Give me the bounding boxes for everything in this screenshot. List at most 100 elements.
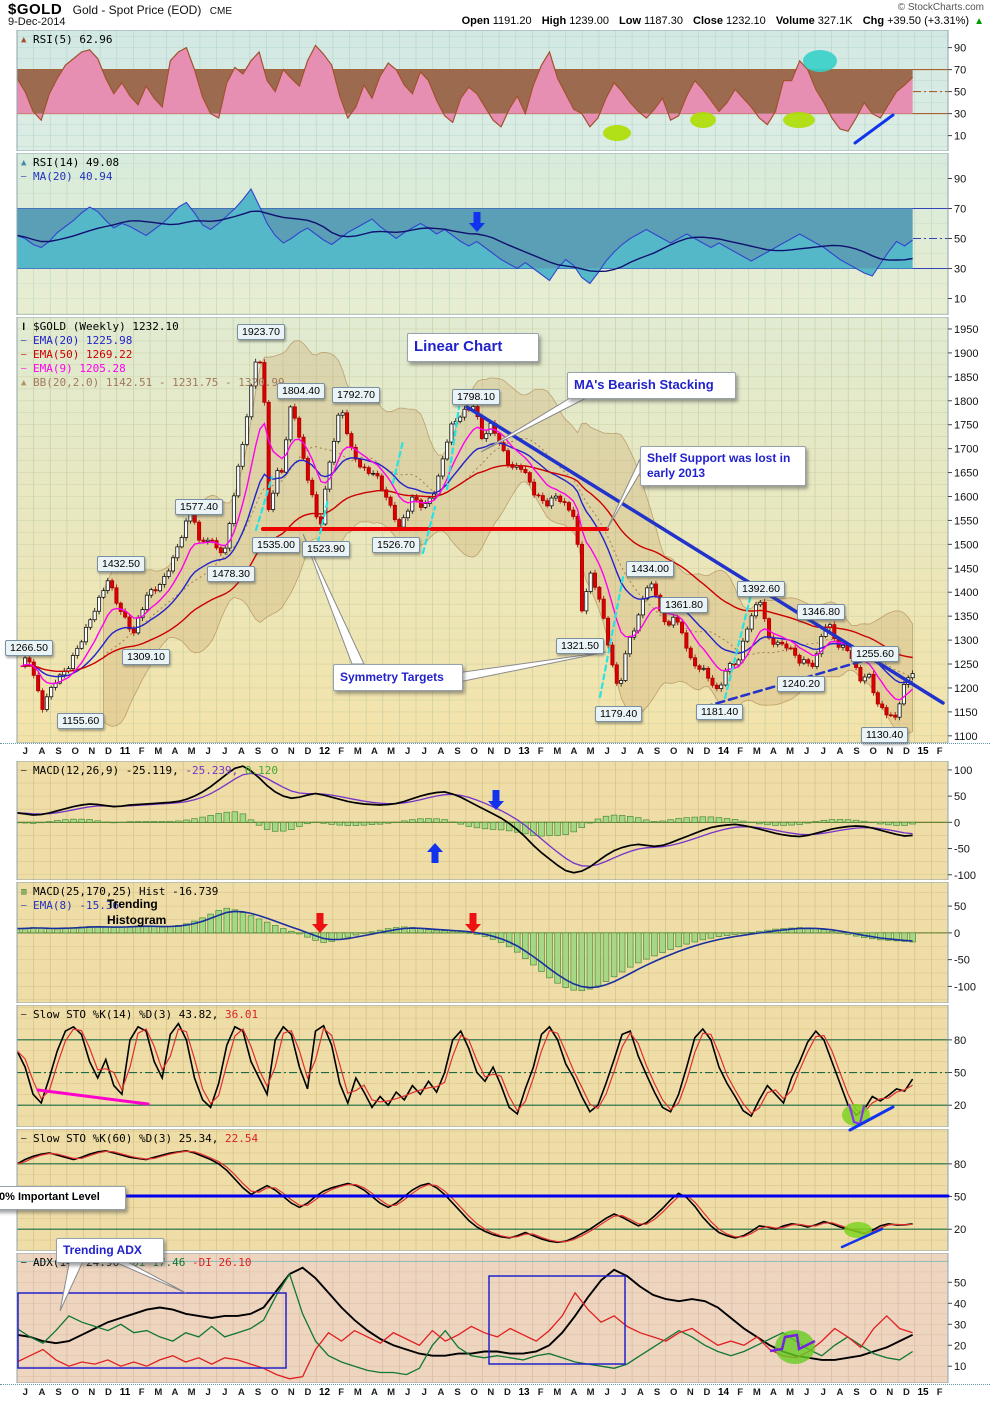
price-flag: 1535.00 <box>252 537 300 553</box>
month-label: M <box>752 1387 761 1398</box>
main-legend-line: — EMA(20) 1225.98 <box>21 334 285 348</box>
price-flag: 1309.10 <box>122 649 170 665</box>
legend-text: EMA(8) -15.36 <box>33 899 120 912</box>
month-label: M <box>353 746 362 757</box>
month-label: M <box>353 1387 362 1398</box>
svg-text:50: 50 <box>954 1192 966 1204</box>
month-label: M <box>752 746 761 757</box>
month-label: F <box>138 1387 145 1398</box>
month-label: J <box>22 1387 28 1398</box>
month-label: M <box>154 746 163 757</box>
price-flag: 1577.40 <box>175 499 223 515</box>
legend-text: EMA(50) 1269.22 <box>33 348 133 361</box>
svg-text:1900: 1900 <box>954 348 978 360</box>
svg-text:70: 70 <box>954 65 966 77</box>
month-label: O <box>71 1387 79 1398</box>
price-flag: 1434.00 <box>626 561 674 577</box>
month-label: N <box>886 1387 894 1398</box>
month-label: J <box>421 1387 427 1398</box>
price-flag: 1526.70 <box>372 537 420 553</box>
month-label: J <box>604 746 610 757</box>
month-label: J <box>222 746 228 757</box>
main-legend-line: — EMA(50) 1269.22 <box>21 348 285 362</box>
line-icon: — <box>21 350 27 360</box>
svg-text:10: 10 <box>954 131 966 143</box>
year-label: 11 <box>119 746 131 757</box>
month-label: F <box>338 1387 345 1398</box>
month-label: J <box>405 746 411 757</box>
price-flag: 1432.50 <box>97 556 145 572</box>
month-label: N <box>487 746 495 757</box>
price-flag: 1130.40 <box>861 727 909 743</box>
svg-text:30: 30 <box>954 109 966 121</box>
svg-text:80: 80 <box>954 1035 966 1047</box>
low-value: 1187.30 <box>644 15 683 27</box>
month-label: A <box>437 1387 445 1398</box>
svg-text:30: 30 <box>954 264 966 276</box>
annotation-callout: Trending ADX <box>56 1238 164 1263</box>
annotation-callout: Shelf Support was lost in early 2013 <box>640 446 806 486</box>
year-label: 15 <box>917 746 929 757</box>
svg-text:50: 50 <box>954 87 966 99</box>
symbol-description: Gold - Spot Price (EOD) <box>72 3 202 17</box>
month-label: S <box>55 1387 62 1398</box>
macd-plot: 100 50 0 -50 -100 <box>16 761 976 880</box>
volume-label: Volume <box>775 15 815 27</box>
candlestick-icon: ❙ <box>21 322 27 332</box>
stockcharts-credit: © StockCharts.com <box>897 2 984 13</box>
month-label: O <box>669 746 678 757</box>
stochastic14-plot: 80 50 20 <box>16 1005 966 1127</box>
price-flag: 1155.60 <box>57 713 105 729</box>
year-label: 14 <box>718 746 730 757</box>
rsi14-legend: ▲ RSI(14) 49.08 — MA(20) 40.94 <box>21 156 119 184</box>
close-label: Close <box>693 15 723 27</box>
month-label: F <box>737 746 744 757</box>
chart-header: $GOLD Gold - Spot Price (EOD) CME © Stoc… <box>0 0 990 29</box>
main-legend-line: ▲ BB(20,2.0) 1142.51 - 1231.75 - 1320.99 <box>21 376 285 390</box>
month-label: M <box>187 1387 196 1398</box>
month-label: N <box>88 746 96 757</box>
month-label: M <box>786 746 795 757</box>
svg-text:-100: -100 <box>954 981 976 993</box>
svg-text:50: 50 <box>954 1277 966 1289</box>
svg-text:50: 50 <box>954 234 966 246</box>
svg-text:1650: 1650 <box>954 468 978 480</box>
rsi5-legend-line: ▲ RSI(5) 62.96 <box>21 33 112 47</box>
rsi14-panel: 90 70 50 30 10 ▲ RSI(14) 49.08 — MA(20) 40.94 <box>0 153 990 315</box>
price-flag: 1179.40 <box>595 706 643 722</box>
month-label: S <box>653 1387 661 1398</box>
month-label: N <box>287 746 295 757</box>
area-icon: ▲ <box>21 158 27 168</box>
month-label: A <box>637 1387 644 1398</box>
price-flag: 1478.30 <box>207 566 255 582</box>
legend-text: $GOLD (Weekly) 1232.10 <box>33 320 179 333</box>
svg-text:1200: 1200 <box>954 683 978 695</box>
stochastic14-legend: — Slow STO %K(14) %D(3) 43.82, 36.01 <box>21 1008 258 1022</box>
svg-text:1450: 1450 <box>954 563 978 575</box>
month-label: M <box>154 1387 163 1398</box>
year-label: 12 <box>319 1387 331 1398</box>
svg-text:50: 50 <box>954 791 966 803</box>
svg-text:-100: -100 <box>954 870 976 880</box>
month-label: M <box>387 1387 396 1398</box>
svg-text:1350: 1350 <box>954 611 978 623</box>
macd-legend-line: — MACD(12,26,9) -25.119, -25.239, 0.120 <box>21 764 278 778</box>
year-label: 15 <box>917 1387 929 1398</box>
legend-text: RSI(5) 62.96 <box>33 33 113 46</box>
legend-text: MA(20) 40.94 <box>33 170 113 183</box>
month-label: A <box>770 1387 777 1398</box>
ohlc-readout: Open 1191.20 High 1239.00 Low 1187.30 Close… <box>455 15 984 27</box>
month-label: F <box>537 746 544 757</box>
month-label: F <box>936 1387 943 1398</box>
area-icon: ▲ <box>21 378 27 388</box>
stochastic60-panel: 80 50 20 — Slow STO %K(60) %D(3) 25.34, 22.5… <box>0 1129 990 1251</box>
sto14-legend-line: — Slow STO %K(14) %D(3) 43.82, 36.01 <box>21 1008 258 1022</box>
month-label: D <box>304 746 312 757</box>
month-label: J <box>22 746 28 757</box>
svg-text:20: 20 <box>954 1340 966 1352</box>
price-flag: 1255.60 <box>851 646 899 662</box>
month-label: M <box>553 1387 562 1398</box>
svg-text:100: 100 <box>954 765 972 777</box>
sto60-legend-line: — Slow STO %K(60) %D(3) 25.34, 22.54 <box>21 1132 258 1146</box>
